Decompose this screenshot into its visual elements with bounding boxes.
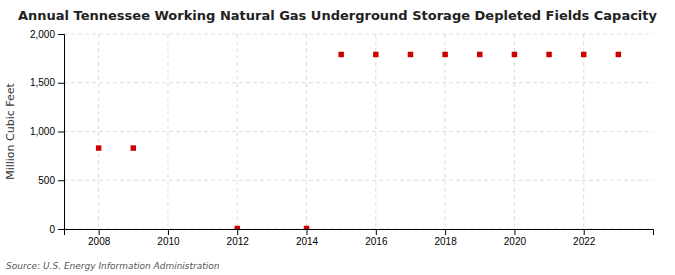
tick-label: 2018 [434,236,457,247]
tick: 2020 [504,229,527,247]
grid-line [583,34,584,229]
point [96,145,101,150]
tick: 2012 [227,229,250,247]
tick-label: 1,000 [30,126,55,137]
tick-mark [445,229,446,235]
chart: 2008 2010 2012 2014 2016 2018 2020 2022 0 500 1,00… [0,0,675,275]
point [304,226,309,229]
tick-mark [58,83,64,84]
tick: 2018 [434,229,457,247]
tick-mark [584,229,585,235]
tick-label: 2,000 [30,29,55,40]
tick: 2008 [88,229,111,247]
y-axis-label: Million Cubic Feet [4,82,17,179]
tick-label: 2014 [296,236,319,247]
grid-line [64,82,653,83]
tick-mark [168,229,169,235]
grid-line [98,34,99,229]
tick-mark [58,229,64,230]
grid [64,34,653,229]
tick: 2014 [296,229,319,247]
point [338,52,343,57]
grid-line [64,34,653,35]
plot-area: 2008 2010 2012 2014 2016 2018 2020 2022 0 500 1,00… [30,29,654,247]
point [234,226,239,229]
tick-mark [58,180,64,181]
point [546,52,551,57]
x-axis: 2008 2010 2012 2014 2016 2018 2020 2022 [65,229,654,247]
point [616,52,621,57]
tick: 2010 [157,229,180,247]
y-axis: 0 500 1,000 1,500 2,000 [30,29,65,235]
point [131,145,136,150]
tick: 2022 [573,229,596,247]
grid-line [514,34,515,229]
tick-mark [514,229,515,235]
grid-line [64,131,653,132]
grid-line [167,34,168,229]
tick: 2,000 [30,29,64,40]
point [442,52,447,57]
tick-label: 2012 [227,236,250,247]
points [96,52,621,229]
point [373,52,378,57]
point [581,52,586,57]
point [512,52,517,57]
point [408,52,413,57]
tick-mark [376,229,377,235]
tick: 0 [49,224,64,235]
grid-line [237,34,238,229]
tick-mark [58,34,64,35]
grid-line [445,34,446,229]
tick-label: 0 [49,224,55,235]
tick: 500 [38,175,64,186]
tick-label: 500 [38,175,55,186]
tick: 1,000 [30,126,64,137]
axis-line [58,35,65,230]
tick-mark [58,132,64,133]
grid-line [64,180,653,181]
point [477,52,482,57]
tick-label: 2022 [573,236,596,247]
grid-line [306,34,307,229]
tick-label: 2008 [88,236,111,247]
tick-mark [307,229,308,235]
tick: 1,500 [30,77,64,88]
grid-line [375,34,376,229]
tick-label: 2020 [504,236,527,247]
tick-mark [99,229,100,235]
title: Annual Tennessee Working Natural Gas Und… [18,8,658,23]
tick-label: 1,500 [30,77,55,88]
tick: 2016 [365,229,388,247]
tick-label: 2010 [157,236,180,247]
axis-line [65,230,654,236]
annotation: Source: U.S. Energy Information Administ… [6,261,220,271]
tick-label: 2016 [365,236,388,247]
tick-mark [237,229,238,235]
